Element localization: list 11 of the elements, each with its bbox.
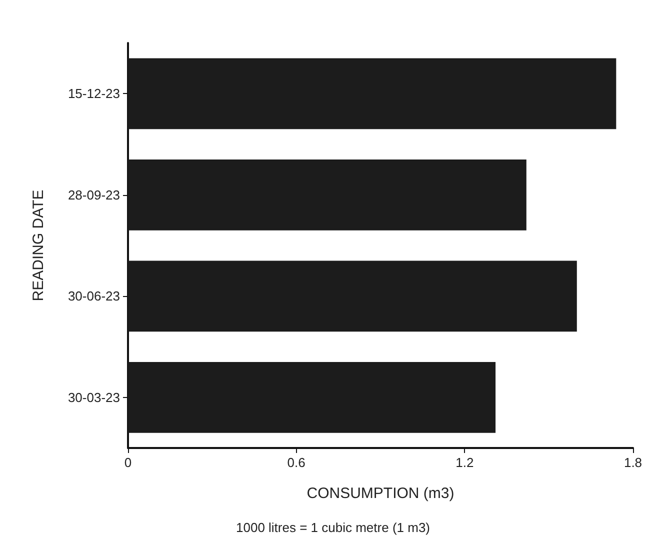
y-tick-label: 15-12-23 (68, 86, 120, 102)
x-tick-label: 1.2 (456, 455, 474, 470)
x-tick-label: 0.6 (287, 455, 306, 470)
x-axis-title: CONSUMPTION (m3) (306, 485, 454, 502)
text: 1000 litres = 1 cubic metre (1 m3) (236, 520, 430, 535)
x-tick-label: 1.8 (624, 455, 642, 470)
y-axis-title: READING DATE (30, 190, 47, 302)
x-tick-label: 0 (124, 455, 132, 470)
y-tick-label: 28-09-23 (68, 187, 120, 202)
y-tick-label: 30-06-23 (68, 288, 120, 304)
y-tick-label: 30-03-23 (68, 390, 120, 405)
